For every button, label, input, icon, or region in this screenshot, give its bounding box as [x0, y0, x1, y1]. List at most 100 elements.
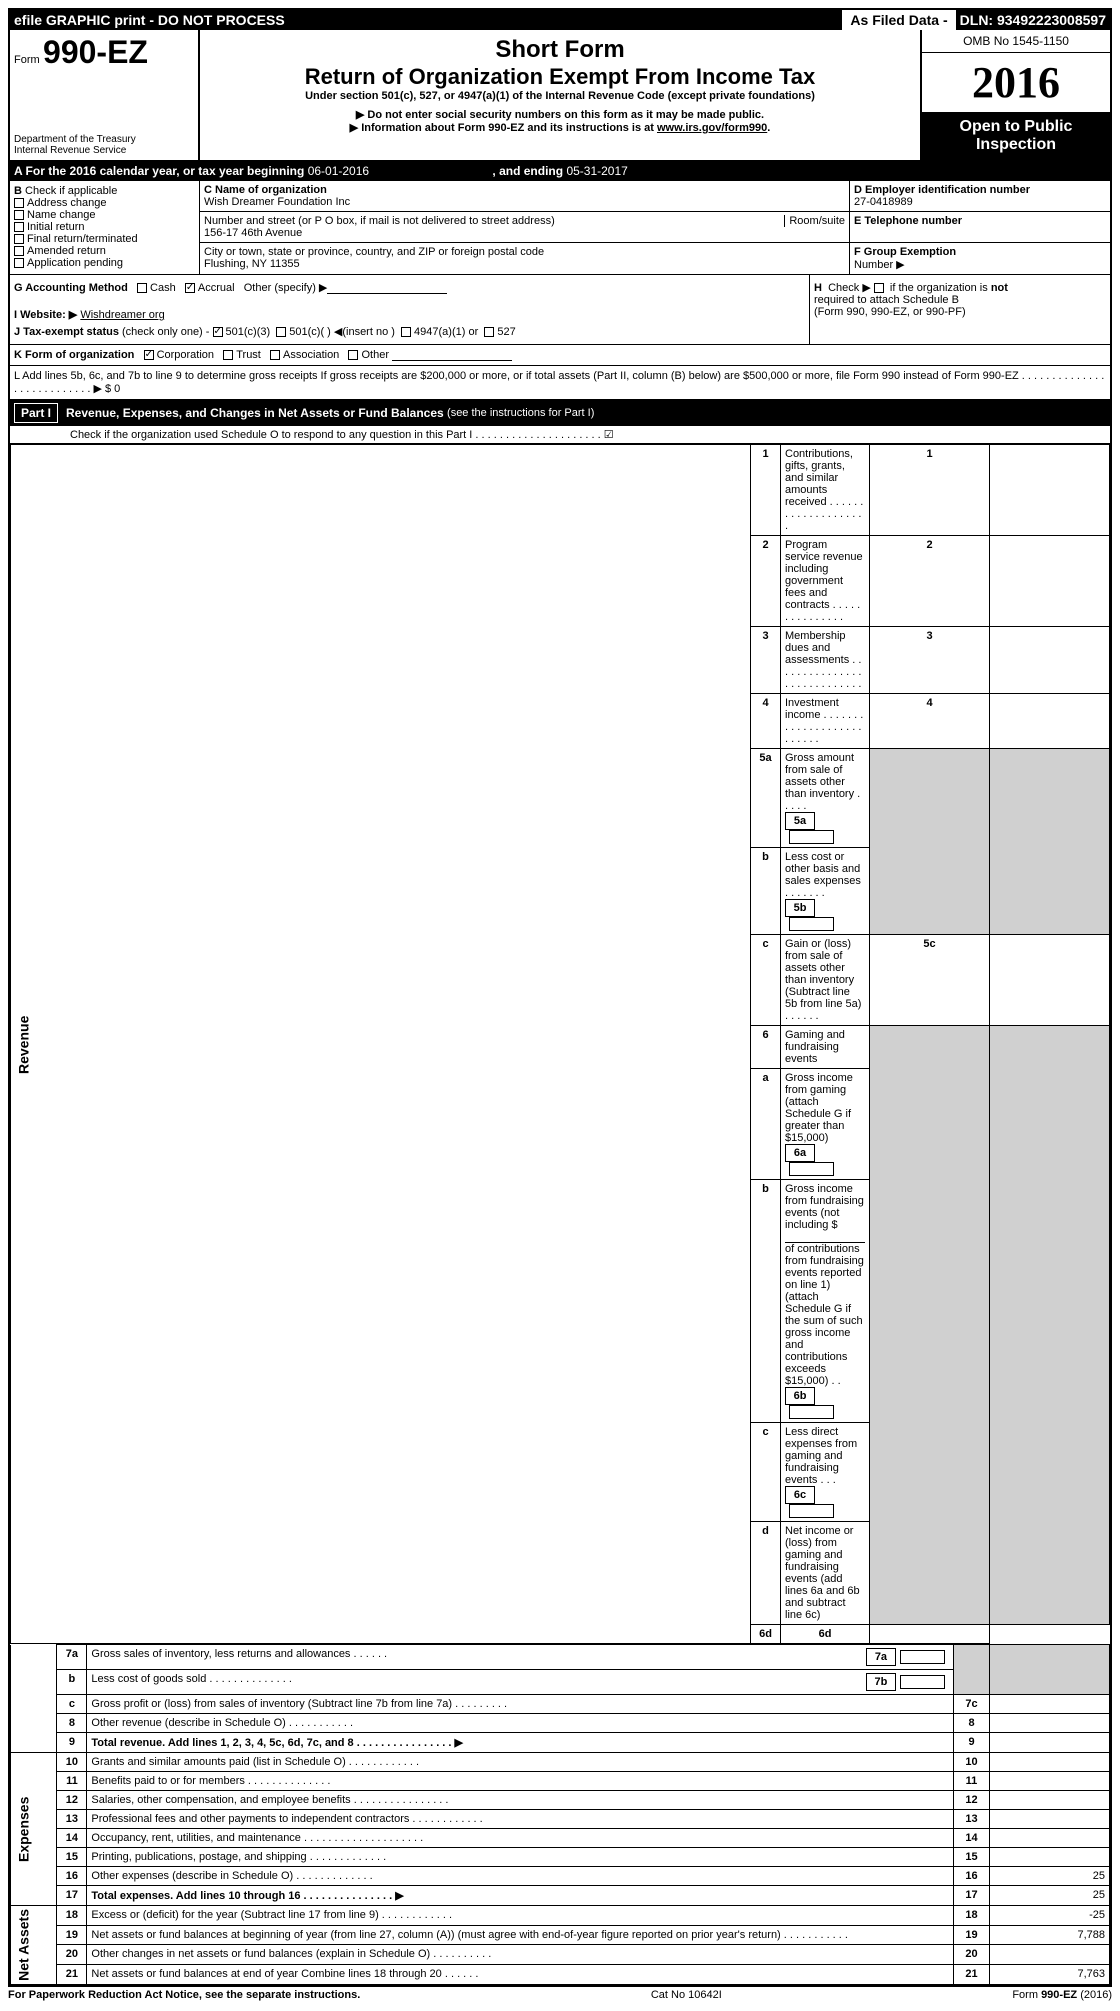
- line-5a-value: [789, 830, 834, 844]
- line-15-value: [990, 1848, 1110, 1867]
- footer-mid: Cat No 10642I: [651, 1989, 722, 2001]
- org-address: 156-17 46th Avenue: [204, 227, 302, 239]
- part-1-header: Part I Revenue, Expenses, and Changes in…: [10, 400, 1110, 426]
- footer-right: Form 990-EZ (2016): [1012, 1989, 1112, 2001]
- line-5b-value: [789, 917, 834, 931]
- checkbox-cash[interactable]: [137, 283, 147, 293]
- header-center: Short Form Return of Organization Exempt…: [200, 30, 920, 160]
- checkbox-address-change[interactable]: [14, 198, 24, 208]
- checkbox-trust[interactable]: [223, 350, 233, 360]
- checkbox-schedule-b[interactable]: [874, 283, 884, 293]
- section-k: K Form of organization Corporation Trust…: [10, 345, 1110, 366]
- section-h: H Check ▶ if the organization is not req…: [810, 275, 1110, 344]
- other-method-input[interactable]: [327, 293, 447, 294]
- checkbox-501c3[interactable]: [213, 327, 223, 337]
- section-l: L Add lines 5b, 6c, and 7b to line 9 to …: [10, 366, 1110, 400]
- checkbox-initial-return[interactable]: [14, 222, 24, 232]
- checkbox-other-org[interactable]: [348, 350, 358, 360]
- part-1-table: Revenue 1 Contributions, gifts, grants, …: [10, 444, 1110, 1644]
- section-c: C Name of organization Wish Dreamer Foun…: [200, 181, 850, 274]
- line-9-value: [990, 1733, 1110, 1753]
- checkbox-4947[interactable]: [401, 327, 411, 337]
- line-6b-value: [789, 1405, 834, 1419]
- line-10-value: [990, 1753, 1110, 1772]
- line-20-value: [990, 1945, 1110, 1965]
- checkbox-527[interactable]: [484, 327, 494, 337]
- line-3-value: [990, 627, 1110, 694]
- tax-year: 2016: [922, 53, 1110, 112]
- page-footer: For Paperwork Reduction Act Notice, see …: [8, 1987, 1112, 2003]
- checkbox-501c[interactable]: [276, 327, 286, 337]
- line-7c-value: [990, 1695, 1110, 1714]
- header-right: OMB No 1545-1150 2016 Open to Public Ins…: [920, 30, 1110, 160]
- line-17-value: 25: [990, 1886, 1110, 1906]
- line-7b-value: [900, 1675, 945, 1689]
- revenue-label: Revenue: [11, 445, 751, 1644]
- header-left: Form 990-EZ Department of the Treasury I…: [10, 30, 200, 160]
- form-subtitle: Under section 501(c), 527, or 4947(a)(1)…: [206, 90, 914, 102]
- org-city: Flushing, NY 11355: [204, 258, 300, 270]
- checkbox-amended-return[interactable]: [14, 246, 24, 256]
- open-to-public: Open to Public Inspection: [922, 112, 1110, 160]
- checkbox-name-change[interactable]: [14, 210, 24, 220]
- ein: 27-0418989: [854, 196, 913, 208]
- section-def: D Employer identification number 27-0418…: [850, 181, 1110, 274]
- efile-topbar: efile GRAPHIC print - DO NOT PROCESS As …: [10, 10, 1110, 30]
- line-11-value: [990, 1772, 1110, 1791]
- tax-year-begin: 06-01-2016: [308, 164, 369, 178]
- tax-year-end: 05-31-2017: [566, 164, 627, 178]
- omb-number: OMB No 1545-1150: [922, 30, 1110, 53]
- line-6d-value: [870, 1625, 990, 1644]
- line-7a-value: [900, 1650, 945, 1664]
- line-21-value: 7,763: [990, 1965, 1110, 1985]
- other-org-input[interactable]: [392, 360, 512, 361]
- line-12-value: [990, 1791, 1110, 1810]
- line-2-value: [990, 536, 1110, 627]
- line-19-value: 7,788: [990, 1925, 1110, 1945]
- line-8-value: [990, 1714, 1110, 1733]
- section-b: B Check if applicable Address change Nam…: [10, 181, 200, 274]
- form-title: Return of Organization Exempt From Incom…: [206, 64, 914, 90]
- line-4-value: [990, 694, 1110, 749]
- line-1-value: [990, 445, 1110, 536]
- public-notice-1: ▶ Do not enter social security numbers o…: [206, 108, 914, 121]
- form-header: Form 990-EZ Department of the Treasury I…: [10, 30, 1110, 162]
- line-14-value: [990, 1829, 1110, 1848]
- footer-left: For Paperwork Reduction Act Notice, see …: [8, 1989, 360, 2001]
- short-form: Short Form: [206, 36, 914, 64]
- checkbox-application-pending[interactable]: [14, 258, 24, 268]
- expenses-label: Expenses: [11, 1753, 57, 1906]
- line-5c-value: [990, 935, 1110, 1026]
- section-j-label: J Tax-exempt status: [14, 326, 119, 338]
- section-bcdef: B Check if applicable Address change Nam…: [10, 181, 1110, 275]
- checkbox-corporation[interactable]: [144, 350, 154, 360]
- line-13-value: [990, 1810, 1110, 1829]
- form-container: efile GRAPHIC print - DO NOT PROCESS As …: [8, 8, 1112, 1987]
- form-number: 990-EZ: [43, 34, 148, 70]
- efile-mid: As Filed Data -: [842, 10, 955, 30]
- dln-label: DLN:: [960, 12, 993, 28]
- line-16-value: 25: [990, 1867, 1110, 1886]
- section-i-label: I Website: ▶: [14, 309, 77, 321]
- website: Wishdreamer org: [80, 309, 164, 321]
- form-prefix: Form: [14, 54, 40, 66]
- checkbox-accrual[interactable]: [185, 283, 195, 293]
- netassets-label: Net Assets: [11, 1906, 57, 1985]
- efile-left: efile GRAPHIC print - DO NOT PROCESS: [10, 10, 842, 30]
- section-g: G Accounting Method Cash Accrual Other (…: [10, 275, 810, 344]
- dln-value: 93492223008597: [997, 12, 1106, 28]
- public-notice-2: ▶ Information about Form 990-EZ and its …: [206, 121, 914, 134]
- part-1-check-o: Check if the organization used Schedule …: [10, 426, 1110, 444]
- checkbox-association[interactable]: [270, 350, 280, 360]
- section-a: A For the 2016 calendar year, or tax yea…: [10, 162, 1110, 181]
- efile-right: DLN: 93492223008597: [956, 10, 1110, 30]
- line-18-value: -25: [990, 1906, 1110, 1926]
- checkbox-final-return[interactable]: [14, 234, 24, 244]
- dept-irs: Internal Revenue Service: [14, 145, 194, 156]
- line-6a-value: [789, 1162, 834, 1176]
- line-6c-value: [789, 1504, 834, 1518]
- irs-link[interactable]: www.irs.gov/form990: [657, 122, 767, 134]
- org-name: Wish Dreamer Foundation Inc: [204, 196, 350, 208]
- dept-treasury: Department of the Treasury: [14, 134, 194, 145]
- part-1-table-cont: 7a Gross sales of inventory, less return…: [10, 1644, 1110, 1985]
